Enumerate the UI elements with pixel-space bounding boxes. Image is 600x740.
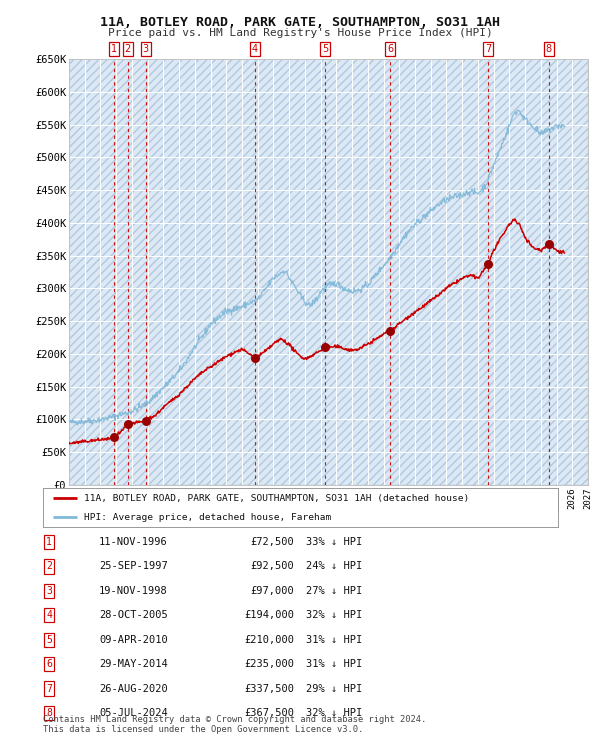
- Text: 5: 5: [46, 635, 52, 645]
- Text: 4: 4: [46, 610, 52, 620]
- Text: 24% ↓ HPI: 24% ↓ HPI: [306, 562, 362, 571]
- Text: 11-NOV-1996: 11-NOV-1996: [99, 537, 168, 547]
- Text: 8: 8: [546, 44, 552, 54]
- Text: This data is licensed under the Open Government Licence v3.0.: This data is licensed under the Open Gov…: [43, 725, 364, 734]
- Text: Price paid vs. HM Land Registry's House Price Index (HPI): Price paid vs. HM Land Registry's House …: [107, 28, 493, 38]
- Text: 26-AUG-2020: 26-AUG-2020: [99, 684, 168, 693]
- Text: £235,000: £235,000: [244, 659, 294, 669]
- Text: 8: 8: [46, 708, 52, 718]
- Text: £92,500: £92,500: [250, 562, 294, 571]
- Text: 32% ↓ HPI: 32% ↓ HPI: [306, 610, 362, 620]
- Text: 4: 4: [252, 44, 258, 54]
- Text: 5: 5: [322, 44, 328, 54]
- Text: 11A, BOTLEY ROAD, PARK GATE, SOUTHAMPTON, SO31 1AH (detached house): 11A, BOTLEY ROAD, PARK GATE, SOUTHAMPTON…: [85, 494, 470, 502]
- Text: 09-APR-2010: 09-APR-2010: [99, 635, 168, 645]
- Text: 6: 6: [46, 659, 52, 669]
- Text: 33% ↓ HPI: 33% ↓ HPI: [306, 537, 362, 547]
- Text: 31% ↓ HPI: 31% ↓ HPI: [306, 659, 362, 669]
- Text: HPI: Average price, detached house, Fareham: HPI: Average price, detached house, Fare…: [85, 513, 332, 522]
- Text: 11A, BOTLEY ROAD, PARK GATE, SOUTHAMPTON, SO31 1AH: 11A, BOTLEY ROAD, PARK GATE, SOUTHAMPTON…: [100, 16, 500, 30]
- Text: 6: 6: [387, 44, 393, 54]
- Text: £367,500: £367,500: [244, 708, 294, 718]
- Text: 27% ↓ HPI: 27% ↓ HPI: [306, 586, 362, 596]
- Text: 29% ↓ HPI: 29% ↓ HPI: [306, 684, 362, 693]
- Text: Contains HM Land Registry data © Crown copyright and database right 2024.: Contains HM Land Registry data © Crown c…: [43, 715, 427, 724]
- Text: 25-SEP-1997: 25-SEP-1997: [99, 562, 168, 571]
- Text: 3: 3: [46, 586, 52, 596]
- Text: 7: 7: [485, 44, 491, 54]
- Text: 29-MAY-2014: 29-MAY-2014: [99, 659, 168, 669]
- Text: 32% ↓ HPI: 32% ↓ HPI: [306, 708, 362, 718]
- Text: 2: 2: [46, 562, 52, 571]
- Text: 19-NOV-1998: 19-NOV-1998: [99, 586, 168, 596]
- Text: 1: 1: [111, 44, 117, 54]
- Text: 1: 1: [46, 537, 52, 547]
- Text: £210,000: £210,000: [244, 635, 294, 645]
- Text: 2: 2: [125, 44, 131, 54]
- Text: 05-JUL-2024: 05-JUL-2024: [99, 708, 168, 718]
- Text: 7: 7: [46, 684, 52, 693]
- Text: £72,500: £72,500: [250, 537, 294, 547]
- Text: 3: 3: [143, 44, 149, 54]
- Text: £337,500: £337,500: [244, 684, 294, 693]
- Text: 28-OCT-2005: 28-OCT-2005: [99, 610, 168, 620]
- Text: 31% ↓ HPI: 31% ↓ HPI: [306, 635, 362, 645]
- Text: £97,000: £97,000: [250, 586, 294, 596]
- Text: £194,000: £194,000: [244, 610, 294, 620]
